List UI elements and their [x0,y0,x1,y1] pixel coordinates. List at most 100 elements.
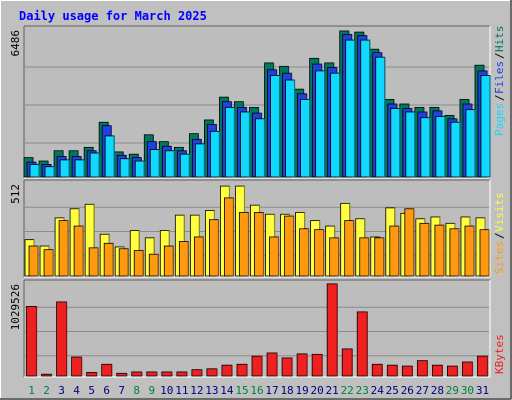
day-label: 17 [265,384,278,397]
legend-separator: / [493,52,506,59]
bar-kbytes-day-16 [251,355,263,377]
bar-sites-day-21 [329,237,340,277]
day-label: 7 [118,384,125,397]
day-label: 4 [73,384,80,397]
bar-kbytes-day-1 [26,306,37,377]
bar-pages-day-28 [435,116,446,178]
bar-sites-day-12 [193,236,204,277]
bar-sites-day-19 [299,228,309,277]
bar-kbytes-day-26 [401,365,413,377]
day-label: 5 [88,384,95,397]
bar-pages-day-1 [29,164,40,178]
bar-sites-day-1 [28,245,39,277]
day-label: 8 [133,384,140,397]
bar-kbytes-day-15 [236,363,248,377]
bar-pages-day-23 [360,39,371,178]
bar-kbytes-day-18 [281,357,293,377]
bar-sites-day-2 [43,249,54,277]
bar-sites-day-17 [269,236,279,277]
day-label: 18 [280,384,293,397]
bar-sites-day-9 [148,253,159,277]
bar-sites-day-23 [359,237,370,277]
bar-kbytes-day-4 [71,356,83,377]
bar-pages-day-30 [465,109,476,178]
bar-kbytes-day-31 [477,355,488,377]
day-label: 9 [148,384,155,397]
bar-sites-day-20 [314,229,325,277]
visits-sites-panel: 512 Sites /Visits [9,179,506,278]
bar-pages-day-13 [210,130,220,178]
bar-sites-day-26 [404,208,415,277]
day-label: 20 [311,384,324,397]
bar-sites-day-6 [103,242,114,277]
legend-hits: Hits [493,26,506,53]
legend-kbytes: KBytes [493,334,506,374]
bar-sites-day-10 [163,245,174,277]
bar-kbytes-day-29 [447,365,458,377]
bar-pages-day-27 [420,117,431,178]
bar-sites-day-7 [118,248,129,277]
day-label: 6 [103,384,110,397]
bar-kbytes-day-3 [56,301,67,377]
bar-pages-day-3 [59,159,70,178]
bar-sites-day-3 [58,220,69,277]
bar-pages-day-25 [390,108,401,178]
bar-kbytes-day-27 [416,360,428,377]
bar-kbytes-day-10 [161,371,173,377]
day-label: 29 [446,384,459,397]
bar-sites-day-27 [419,222,430,277]
bar-sites-day-5 [88,247,99,277]
day-axis-labels: 1 2 3 4 5 6 7 8 9 10 11 12 13 14 15 16 17 18 19 20 21 22 23 24 2… [28,384,489,397]
bar-kbytes-day-5 [86,371,98,377]
bar-kbytes-day-8 [131,371,143,377]
bar-sites-day-15 [239,212,249,277]
bar-sites-day-28 [434,224,445,277]
bar-kbytes-day-19 [296,353,308,377]
bar-pages-day-5 [89,152,100,178]
bar-kbytes-day-9 [146,371,158,377]
day-label: 19 [295,384,308,397]
bar-pages-day-29 [450,121,461,178]
bar-kbytes-day-21 [326,283,338,377]
bar-kbytes-day-22 [341,348,353,377]
legend-separator: / [493,232,506,239]
bar-pages-day-20 [315,70,326,178]
day-label: 28 [431,384,444,397]
kbytes-panel: 1029526 KBytes [9,279,506,378]
bar-sites-day-25 [389,225,400,277]
day-label: 26 [401,384,414,397]
bar-pages-day-15 [240,111,250,178]
bar-pages-day-11 [179,153,190,178]
day-label: 25 [386,384,399,397]
bar-kbytes-day-24 [371,363,383,377]
bar-kbytes-day-12 [191,369,203,377]
bar-kbytes-day-13 [206,368,218,377]
bar-pages-day-18 [285,79,295,178]
bar-kbytes-day-25 [386,364,398,377]
y-max-label: 1029526 [9,284,22,330]
legend-pages: Pages [493,103,506,136]
bar-kbytes-day-23 [356,311,368,377]
day-label: 30 [461,384,474,397]
day-label: 11 [175,384,188,397]
bar-kbytes-day-28 [431,364,443,377]
bar-pages-day-12 [194,143,205,178]
bar-pages-day-10 [164,150,175,178]
day-label: 2 [43,384,50,397]
day-label: 3 [58,384,65,397]
chart-title: Daily usage for March 2025 [19,9,207,23]
bar-pages-day-26 [405,111,416,178]
bar-sites-day-13 [209,219,219,277]
bar-kbytes-day-2 [41,373,52,377]
bar-pages-day-22 [345,39,356,178]
bar-pages-day-21 [330,72,341,178]
bar-pages-day-16 [255,118,265,178]
bar-sites-day-30 [464,225,475,277]
bar-kbytes-day-14 [221,364,233,377]
legend-separator: / [493,94,506,101]
day-label: 21 [326,384,339,397]
bar-pages-day-8 [134,160,145,178]
bar-pages-day-9 [149,149,160,178]
